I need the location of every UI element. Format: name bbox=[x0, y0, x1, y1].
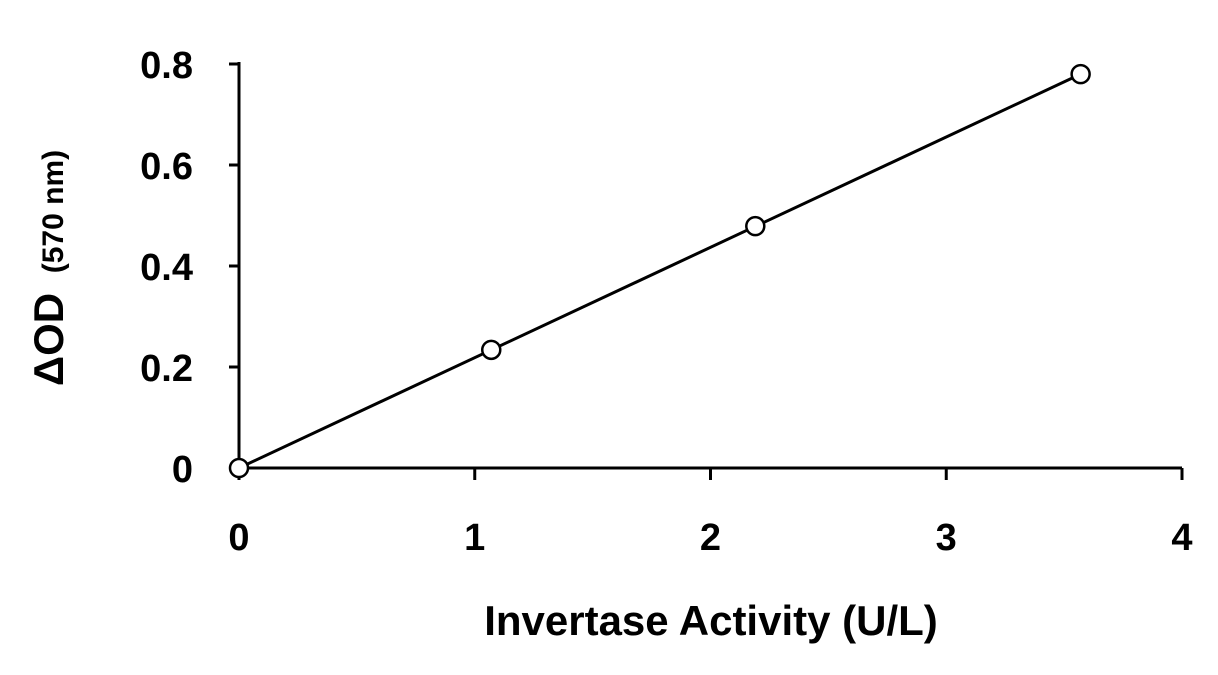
data-point bbox=[745, 215, 766, 237]
y-tick-label: 0.4 bbox=[140, 247, 193, 289]
y-axis-title: ΔOD (570 nm) bbox=[25, 150, 72, 386]
x-tick-label: 3 bbox=[936, 517, 957, 559]
tick-labels: 0 0.2 0.4 0.6 0.8 0 1 2 3 4 bbox=[140, 45, 1192, 559]
data-point bbox=[481, 339, 502, 361]
y-tick-label: 0 bbox=[172, 449, 193, 491]
trendline-layer bbox=[238, 72, 1082, 470]
y-axis-title-main: ΔOD bbox=[25, 293, 72, 386]
trendline bbox=[238, 72, 1082, 470]
y-axis-title-unit: (570 nm) bbox=[37, 150, 70, 273]
x-tick-label: 1 bbox=[464, 517, 485, 559]
data-point bbox=[1070, 63, 1091, 85]
y-tick-label: 0.6 bbox=[140, 146, 193, 188]
data-points bbox=[228, 63, 1091, 479]
data-point bbox=[228, 457, 250, 479]
x-tick-label: 4 bbox=[1171, 517, 1192, 559]
x-axis-title: Invertase Activity (U/L) bbox=[484, 597, 938, 644]
x-tick-label: 2 bbox=[700, 517, 721, 559]
axes bbox=[229, 62, 1184, 480]
y-tick-label: 0.2 bbox=[140, 348, 193, 390]
y-tick-label: 0.8 bbox=[140, 45, 193, 87]
x-tick-label: 0 bbox=[228, 517, 249, 559]
